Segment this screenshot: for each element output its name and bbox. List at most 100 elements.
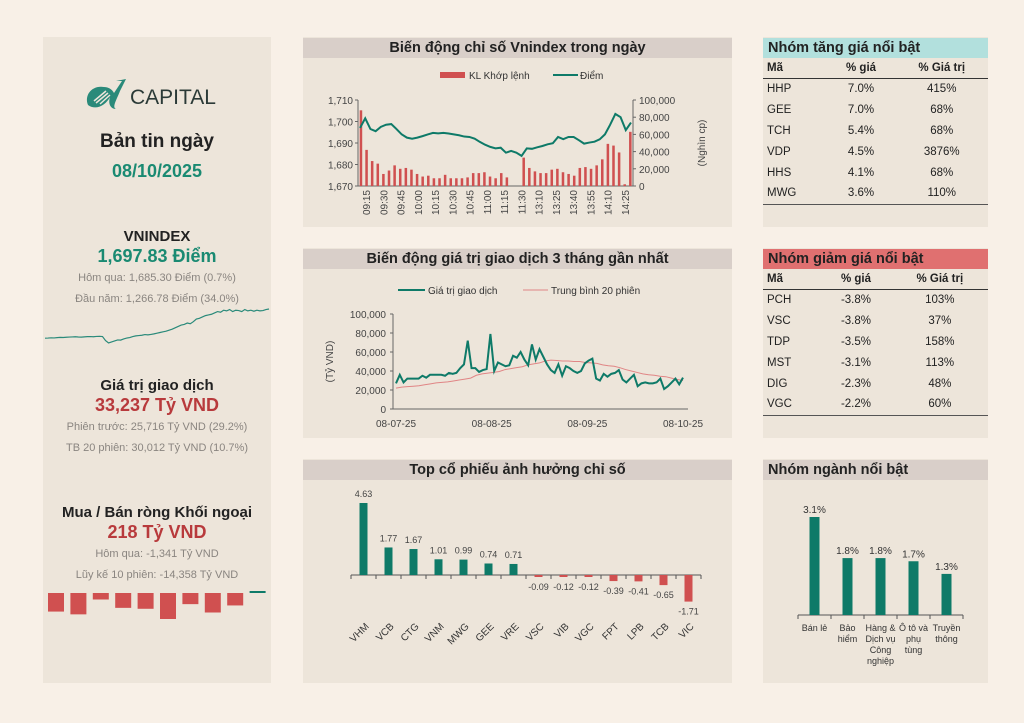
influence-bar: [434, 559, 443, 575]
right-tick-label: 100,000: [639, 96, 676, 107]
volume-bar: [567, 173, 570, 186]
right-tick-label: 40,000: [639, 148, 670, 159]
ticker-cell: VGC: [763, 394, 821, 416]
category-label: LPB: [625, 621, 646, 642]
vnindex-label: VNINDEX: [123, 228, 191, 245]
table-row: MWG 3.6% 110%: [763, 183, 988, 205]
category-label: MWG: [446, 621, 472, 647]
volume-bar: [533, 171, 537, 186]
value-change-cell: 415%: [927, 82, 957, 95]
index-line: [359, 112, 632, 158]
foreign-bar: [249, 591, 266, 593]
x-tick-label: 14:25: [621, 190, 632, 215]
category-label: thông: [935, 634, 958, 644]
category-label: VIB: [552, 621, 571, 640]
category-label: FPT: [600, 621, 621, 642]
ticker-cell: MWG: [763, 183, 827, 205]
influence-bar: [584, 575, 593, 577]
price-change-cell: -3.1%: [840, 356, 871, 369]
ticker-cell: VSC: [767, 314, 791, 327]
value-change-cell: 68%: [930, 103, 954, 116]
monthly-chart: Giá trị giao dịch Trung bình 20 phiên 0 20,…: [324, 286, 703, 430]
x-tick-label: 13:10: [535, 190, 546, 215]
x-tick-label: 13:55: [586, 190, 597, 215]
left-tick-label: 1,690: [328, 139, 353, 150]
right-axis-label: (Nghìn cp): [697, 120, 708, 167]
category-label: GEE: [474, 621, 497, 644]
category-label: CTG: [399, 621, 422, 644]
legend-ma-label: Trung bình 20 phiên: [551, 286, 640, 297]
left-tick-label: 1,710: [328, 96, 353, 107]
volume-bar: [572, 175, 576, 186]
table-row: HHP 7.0% 415%: [763, 78, 988, 99]
volume-bar: [398, 168, 402, 186]
value-change-cell: 103%: [925, 293, 955, 306]
category-label: VIC: [677, 621, 697, 641]
volume-bar: [393, 165, 396, 186]
x-tick-label: 08-10-25: [663, 419, 703, 430]
table-row: TDP -3.5% 158%: [763, 331, 988, 352]
bar-value-label: 0.74: [480, 549, 498, 559]
vnindex-sparkline: [44, 308, 270, 344]
price-change-cell: 7.0%: [847, 103, 875, 116]
brand-logo: CAPITAL: [43, 77, 271, 113]
foreign-bar: [137, 593, 154, 609]
table-row: VDP 4.5% 3876%: [763, 141, 988, 162]
foreign-label: Mua / Bán ròng Khối ngoại: [62, 504, 252, 521]
volume-bar: [544, 173, 548, 186]
x-tick-label: 08-09-25: [567, 419, 607, 430]
category-label: VRE: [499, 621, 522, 644]
influence-bar: [484, 563, 493, 575]
ticker-cell: TDP: [767, 335, 790, 348]
ticker-cell: MST: [767, 356, 792, 369]
price-change-cell: -2.2%: [820, 394, 888, 416]
ticker-cell: HHP: [767, 82, 792, 95]
bar-value-label: -1.71: [678, 607, 699, 617]
table-row: VGC -2.2% 60%: [763, 394, 988, 416]
vnindex-ytd: Đầu năm: 1,266.78 Điểm (34.0%): [75, 293, 239, 305]
category-label: Bảo: [839, 623, 855, 633]
x-tick-label: 13:40: [569, 190, 580, 215]
foreign-bar: [115, 593, 132, 608]
y-tick-label: 80,000: [355, 329, 386, 340]
bar-value-label: 4.63: [355, 489, 373, 499]
y-axis-label: (Tỷ VND): [324, 341, 336, 383]
sector-bar: [908, 561, 919, 615]
volume-bar: [410, 169, 413, 186]
bar-value-label: -0.12: [578, 582, 599, 592]
value-change-cell: 60%: [887, 394, 988, 416]
column-header: % Giá trị: [891, 58, 988, 79]
category-label: nghiệp: [867, 656, 894, 666]
category-label: VCB: [374, 621, 397, 644]
foreign-yesterday: Hôm qua: -1,341 Tỷ VND: [95, 548, 219, 560]
turnover-previous: Phiên trước: 25,716 Tỷ VND (29.2%): [66, 421, 248, 433]
logo-text: CAPITAL: [130, 86, 216, 109]
bar-value-label: 1.3%: [935, 562, 958, 573]
volume-bar: [466, 177, 469, 186]
price-change-cell: 5.4%: [847, 124, 875, 137]
intraday-panel: [303, 37, 732, 227]
volume-bar: [443, 174, 447, 186]
volume-bar: [612, 145, 615, 186]
volume-bar: [427, 175, 430, 186]
table-row: TCH 5.4% 68%: [763, 120, 988, 141]
foreign-bar: [204, 593, 221, 613]
value-change-cell: 37%: [928, 314, 952, 327]
left-tick-label: 1,670: [328, 182, 353, 193]
turnover-label: Giá trị giao dịch: [100, 377, 214, 394]
value-change-cell: 158%: [925, 335, 955, 348]
category-label: TCB: [650, 621, 672, 643]
volume-bar: [460, 178, 464, 186]
y-tick-label: 40,000: [355, 367, 386, 378]
table-row: DIG -2.3% 48%: [763, 373, 988, 394]
price-change-cell: -2.3%: [840, 377, 871, 390]
foreign-bar: [182, 593, 199, 605]
sparkline-line: [44, 308, 270, 344]
x-tick-label: 08-08-25: [472, 419, 512, 430]
influence-chart: 4.63 VHM 1.77 VCB 1.67 CTG 1.01 VNM 0.99 MWG 0.74 G…: [348, 489, 702, 647]
volume-bar: [382, 173, 385, 186]
x-tick-label: 13:25: [552, 190, 563, 215]
right-tick-label: 80,000: [639, 113, 670, 124]
x-tick-label: 10:30: [448, 190, 459, 215]
price-change-cell: 3.6%: [826, 183, 892, 205]
